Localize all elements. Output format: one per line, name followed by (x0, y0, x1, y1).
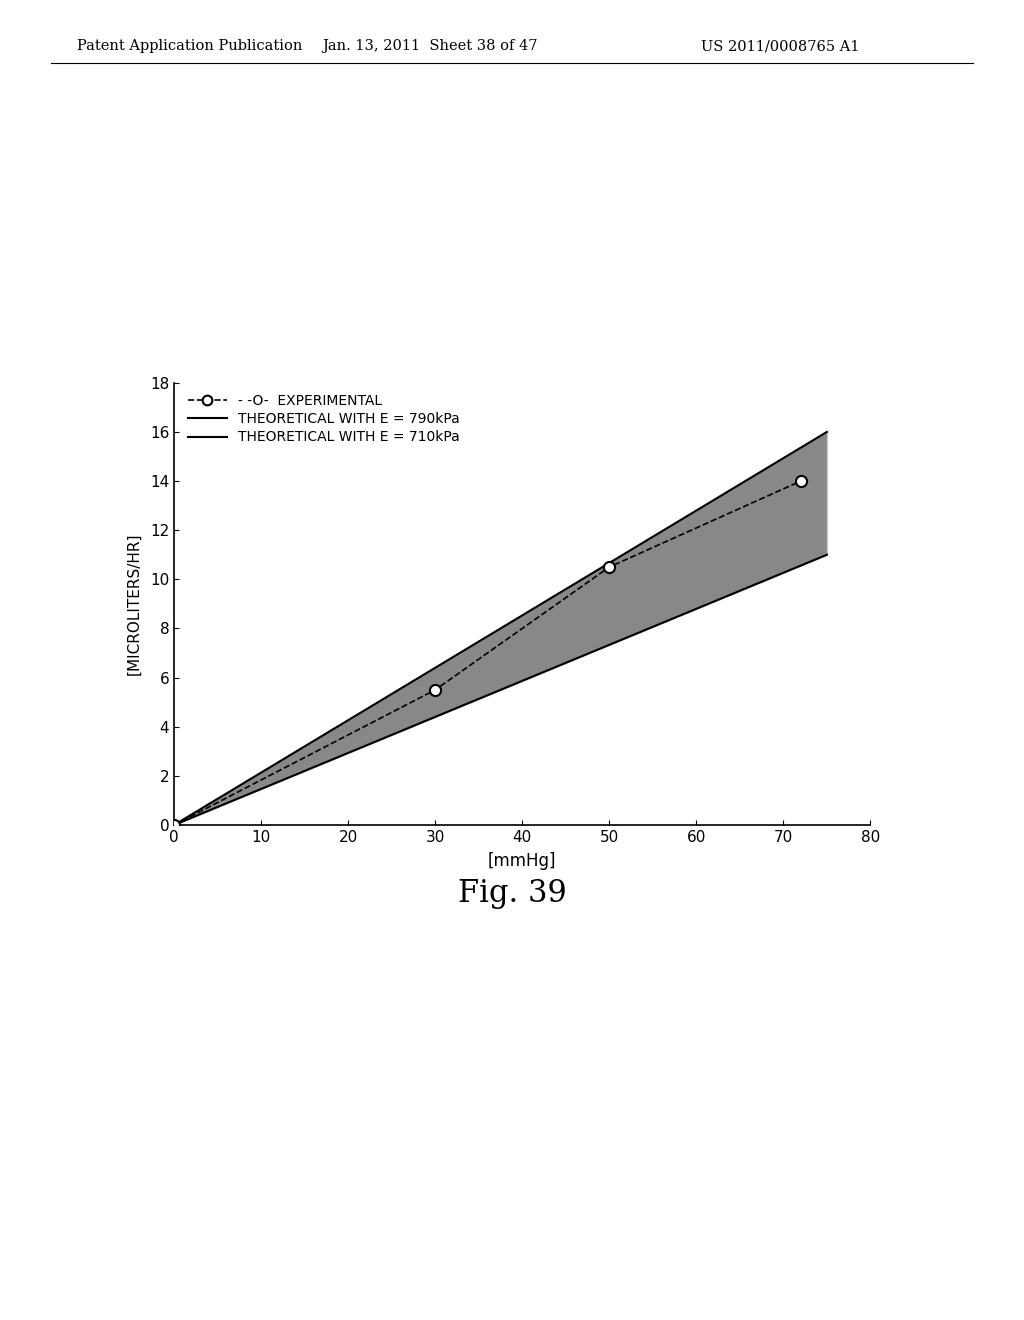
X-axis label: [mmHg]: [mmHg] (488, 851, 556, 870)
Text: Fig. 39: Fig. 39 (458, 878, 566, 908)
Text: Patent Application Publication: Patent Application Publication (77, 40, 302, 53)
Text: Jan. 13, 2011  Sheet 38 of 47: Jan. 13, 2011 Sheet 38 of 47 (323, 40, 538, 53)
Text: US 2011/0008765 A1: US 2011/0008765 A1 (701, 40, 860, 53)
- -O-  EXPERIMENTAL (168, 817, 180, 833)
- -O-  EXPERIMENTAL (429, 682, 441, 698)
Line: - -O-  EXPERIMENTAL: - -O- EXPERIMENTAL (174, 480, 801, 825)
- -O-  EXPERIMENTAL (603, 560, 615, 576)
Legend: - -O-  EXPERIMENTAL, THEORETICAL WITH E = 790kPa, THEORETICAL WITH E = 710kPa: - -O- EXPERIMENTAL, THEORETICAL WITH E =… (182, 388, 465, 450)
Y-axis label: [MICROLITERS/HR]: [MICROLITERS/HR] (127, 533, 141, 675)
- -O-  EXPERIMENTAL (795, 473, 807, 488)
